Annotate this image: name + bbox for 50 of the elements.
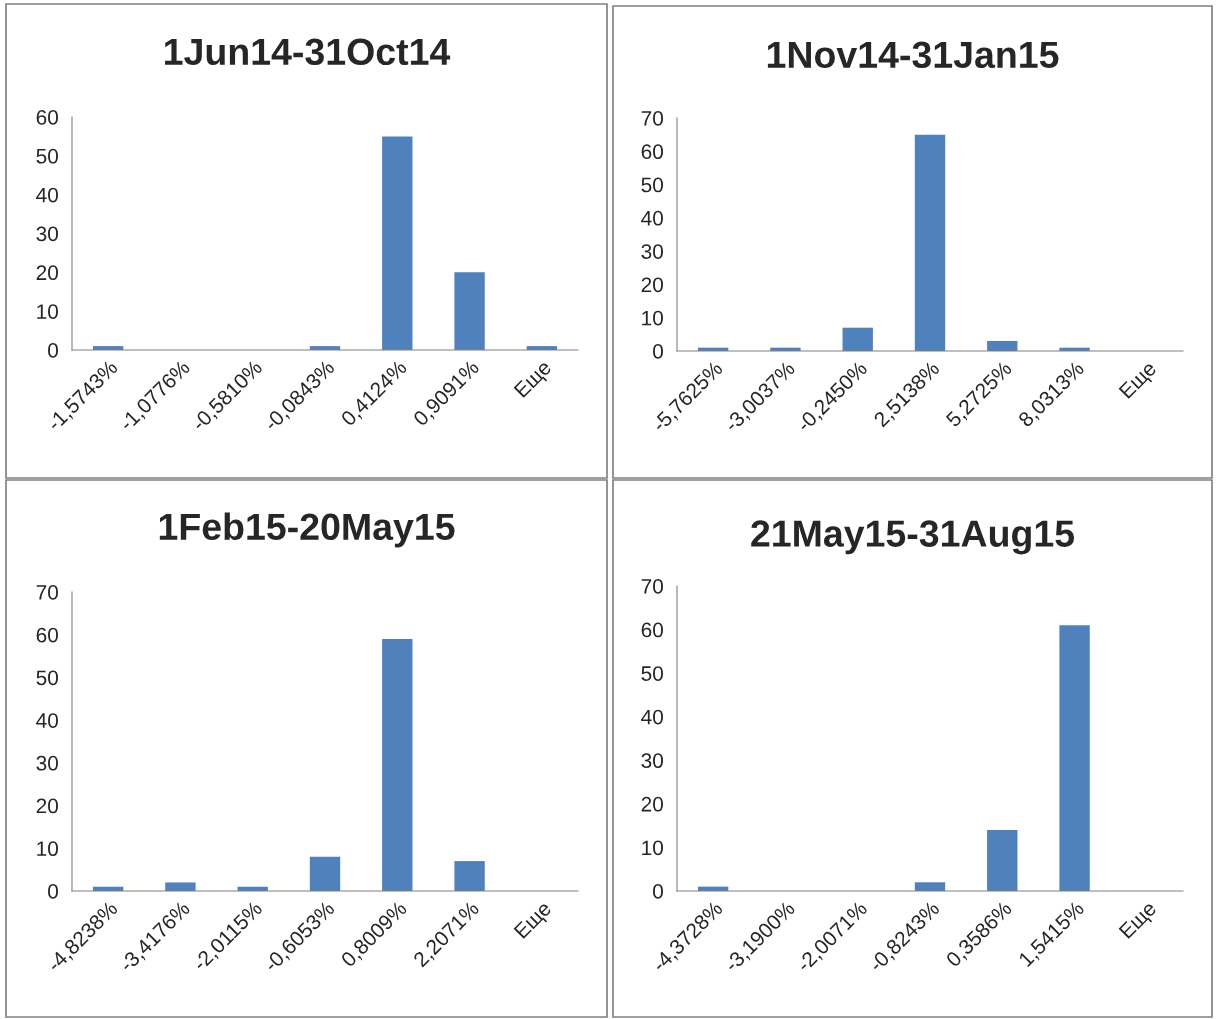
y-tick-label: 50 bbox=[641, 177, 663, 193]
y-tick-label: 60 bbox=[641, 144, 663, 160]
y-tick-label: 10 bbox=[642, 310, 663, 326]
chart-title: 1Jun14-31Oct14 bbox=[165, 38, 451, 66]
y-tick-label: 20 bbox=[641, 796, 663, 812]
y-tick-label: 40 bbox=[641, 210, 663, 226]
bar bbox=[309, 856, 341, 891]
y-tick-label: 10 bbox=[642, 840, 663, 856]
chart-title: 21May15-31Aug15 bbox=[751, 520, 1075, 555]
y-tick-label: 50 bbox=[36, 670, 58, 686]
y-tick-label: 20 bbox=[641, 277, 663, 293]
bar bbox=[165, 882, 196, 891]
y-tick-label: 40 bbox=[641, 709, 663, 725]
y-tick-label: 10 bbox=[37, 841, 58, 857]
bar bbox=[382, 136, 413, 350]
y-tick-label: 30 bbox=[36, 226, 58, 242]
y-tick-label: 0 bbox=[48, 343, 58, 358]
y-tick-label: 30 bbox=[641, 244, 663, 259]
x-tick-label: Еще bbox=[513, 900, 555, 942]
y-tick-label: 60 bbox=[641, 622, 663, 638]
y-tick-label: 20 bbox=[36, 798, 58, 814]
y-tick-label: 30 bbox=[641, 753, 663, 769]
bar bbox=[914, 134, 946, 351]
bar bbox=[454, 861, 485, 891]
x-tick-label: Еще bbox=[1118, 900, 1160, 942]
y-tick-label: 0 bbox=[653, 344, 663, 359]
bar bbox=[914, 882, 946, 891]
bar bbox=[454, 272, 485, 350]
y-tick-label: 60 bbox=[36, 110, 58, 125]
x-tick-label: Еще bbox=[513, 359, 555, 401]
y-tick-label: 30 bbox=[36, 755, 58, 771]
bar bbox=[1059, 625, 1090, 891]
y-tick-label: 0 bbox=[653, 884, 663, 899]
y-tick-label: 10 bbox=[37, 304, 58, 319]
bar bbox=[987, 830, 1018, 891]
x-tick-label: Еще bbox=[1118, 360, 1160, 402]
y-tick-label: 40 bbox=[36, 713, 58, 728]
y-tick-label: 70 bbox=[641, 579, 663, 594]
y-tick-label: 0 bbox=[48, 884, 58, 899]
y-tick-label: 70 bbox=[641, 111, 663, 126]
y-tick-label: 50 bbox=[36, 148, 58, 164]
y-tick-label: 20 bbox=[36, 265, 58, 281]
y-tick-label: 60 bbox=[36, 627, 58, 643]
y-tick-label: 70 bbox=[36, 585, 58, 600]
bar bbox=[842, 327, 873, 351]
chart-title: 1Nov14-31Jan15 bbox=[767, 41, 1059, 69]
y-tick-label: 40 bbox=[36, 187, 58, 203]
bar bbox=[382, 638, 413, 891]
chart-title: 1Feb15-20May15 bbox=[159, 512, 455, 548]
y-tick-label: 50 bbox=[641, 666, 663, 681]
